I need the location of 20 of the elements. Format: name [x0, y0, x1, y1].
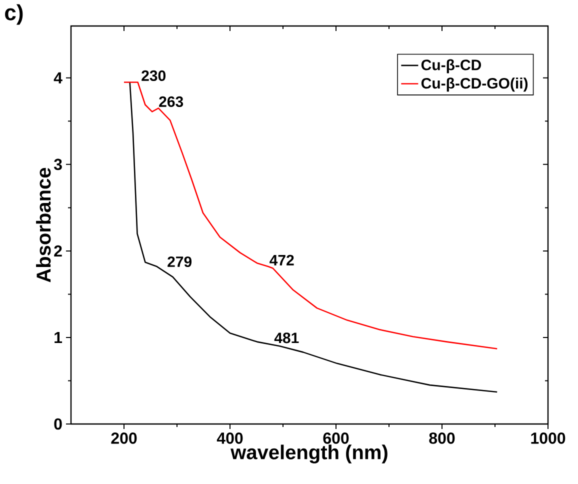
x-tick-label: 400	[216, 432, 243, 444]
annotation: 279	[168, 256, 192, 268]
y-tick-label: 0	[54, 418, 62, 430]
x-tick-label: 1000	[531, 432, 566, 444]
x-tick-label: 800	[429, 432, 455, 444]
legend-label: Cu-β-CD	[421, 59, 482, 74]
y-tick-label: 4	[54, 72, 62, 84]
x-tick-label: 200	[111, 432, 137, 444]
annotation: 472	[270, 254, 294, 266]
text: c)	[5, 4, 23, 25]
annotation: 230	[142, 70, 166, 82]
y-axis-title: Absorbance	[36, 168, 51, 282]
y-tick-label: 2	[54, 245, 62, 257]
x-tick-label: 600	[323, 432, 349, 444]
annotation: 481	[274, 332, 299, 344]
legend-label: Cu-β-CD-GO(ii)	[421, 78, 528, 92]
x-axis-title: wavelength (nm)	[230, 444, 388, 464]
y-tick-label: 1	[54, 332, 62, 343]
y-tick-label: 3	[54, 158, 62, 170]
annotation: 263	[159, 96, 184, 107]
